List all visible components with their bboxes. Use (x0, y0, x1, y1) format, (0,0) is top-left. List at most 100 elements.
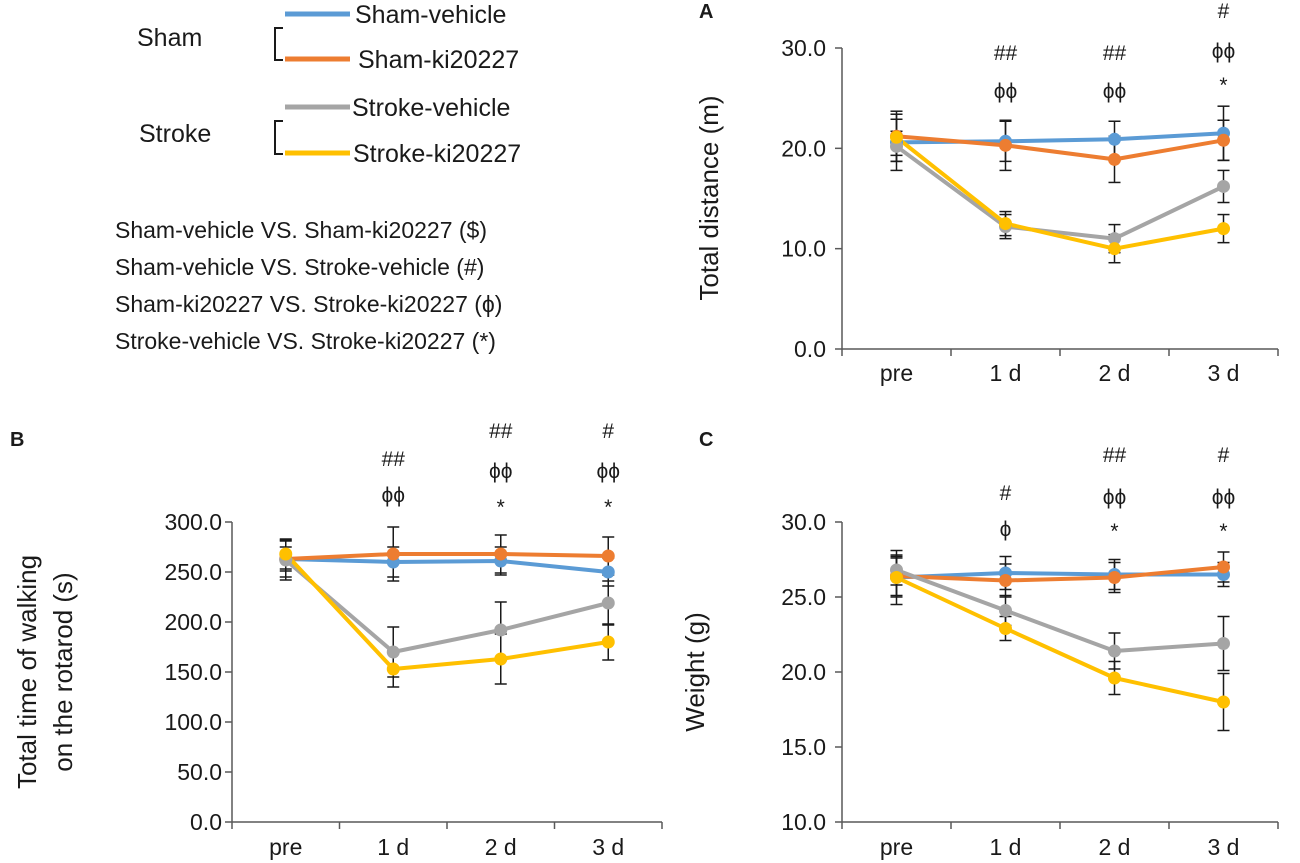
data-point-stroke-ki20227 (279, 547, 293, 561)
x-tick-label: 2 d (485, 834, 517, 860)
x-tick-label: 1 d (377, 834, 409, 860)
y-tick-label: 100.0 (164, 709, 222, 735)
data-point-sham-ki20227 (601, 549, 615, 563)
y-tick-label: 30.0 (781, 35, 826, 61)
data-point-sham-ki20227 (1108, 152, 1121, 166)
y-axis-title-c: Weight (g) (680, 612, 710, 731)
comparison-line-1: Sham-vehicle VS. Sham-ki20227 ($) (115, 217, 487, 243)
data-point-sham-ki20227 (999, 138, 1012, 152)
y-axis-title-b: Total time of walking on the rotarod (s) (12, 555, 78, 789)
legend-label-sham-vehicle: Sham-vehicle (355, 1, 506, 29)
series-line-stroke-ki20227 (895, 135, 1224, 251)
data-point-sham-ki20227 (999, 574, 1012, 587)
legend-bracket-stroke (274, 120, 283, 155)
series-line-sham-ki20227 (285, 552, 609, 561)
data-point-stroke-vehicle (601, 596, 615, 610)
series-line-sham-ki20227 (896, 134, 1224, 162)
y-tick-label: 10.0 (781, 236, 826, 262)
y-tick-label: 200.0 (164, 609, 222, 635)
significance-mark: * (1219, 520, 1227, 543)
significance-mark: ## (1103, 42, 1127, 65)
data-point-stroke-ki20227 (890, 571, 903, 584)
data-point-sham-ki20227 (386, 547, 400, 561)
significance-mark: ϕ (1000, 518, 1012, 541)
significance-mark: ϕϕ (994, 80, 1018, 103)
chart-panel-a: A 0.0 10.0 20.0 30.0 pre 1 d 2 d 3 d Total distan… (694, 0, 1279, 386)
significance-mark: # (602, 420, 614, 443)
y-axis-title-a: Total distance (m) (694, 95, 724, 300)
series-line-stroke-ki20227 (284, 552, 609, 671)
chart-panel-c: C 10.0 15.0 20.0 25.0 30.0 pre 1 d 2 d 3 d Weight … (680, 429, 1279, 860)
significance-mark: # (1218, 444, 1230, 467)
x-tick-label: 3 d (1208, 834, 1240, 860)
data-point-stroke-ki20227 (999, 217, 1012, 231)
comparison-line-3: Sham-ki20227 VS. Stroke-ki20227 (ϕ) (115, 291, 502, 317)
data-point-sham-ki20227 (1217, 133, 1230, 147)
significance-mark: ϕϕ (1212, 486, 1236, 509)
data-point-stroke-ki20227 (601, 635, 615, 649)
series-line-sham-vehicle (285, 557, 609, 574)
y-tick-label: 150.0 (164, 659, 222, 685)
data-point-stroke-ki20227 (890, 130, 903, 144)
data-point-stroke-vehicle (386, 645, 400, 659)
x-tick-label: 3 d (1208, 360, 1240, 386)
data-point-stroke-vehicle (1108, 644, 1121, 658)
data-point-stroke-vehicle (494, 623, 508, 637)
y-tick-label: 50.0 (177, 759, 222, 785)
x-tick-label: pre (269, 834, 302, 860)
x-tick-label: pre (880, 360, 913, 386)
chart-panel-b: B 0.0 50.0 100.0 150.0 200.0 250.0 300.0 pre 1 d 2… (10, 420, 663, 860)
significance-mark: ## (489, 420, 513, 443)
significance-mark: ϕϕ (1103, 80, 1127, 103)
data-point-stroke-ki20227 (1217, 222, 1230, 236)
series-line-stroke-vehicle (284, 558, 609, 654)
significance-mark: ϕϕ (1212, 40, 1236, 63)
significance-mark: ## (1103, 444, 1127, 467)
data-point-sham-vehicle (601, 565, 615, 579)
legend-label-stroke-ki20227: Stroke-ki20227 (353, 140, 521, 168)
legend-group-sham: Sham (137, 24, 202, 52)
legend-bracket-sham (274, 27, 283, 61)
x-tick-label: 2 d (1099, 360, 1131, 386)
data-point-stroke-vehicle (890, 139, 903, 153)
series-line-sham-ki20227 (896, 565, 1224, 583)
y-tick-label: 30.0 (781, 509, 826, 535)
y-tick-label: 20.0 (781, 659, 826, 685)
data-point-stroke-ki20227 (494, 652, 508, 666)
legend-group-stroke: Stroke (139, 120, 211, 148)
data-point-stroke-ki20227 (999, 622, 1012, 635)
significance-mark: ϕϕ (381, 484, 405, 507)
x-tick-label: 3 d (592, 834, 624, 860)
comparison-line-4: Stroke-vehicle VS. Stroke-ki20227 (*) (115, 328, 496, 354)
legend-label-stroke-vehicle: Stroke-vehicle (352, 94, 510, 122)
panel-label-b: B (10, 429, 24, 451)
significance-mark: * (1219, 74, 1227, 97)
series-line-stroke-vehicle (895, 144, 1225, 241)
data-point-stroke-vehicle (999, 604, 1012, 617)
comparison-line-2: Sham-vehicle VS. Stroke-vehicle (#) (115, 254, 484, 280)
significance-mark: # (1218, 0, 1230, 23)
x-tick-label: 1 d (990, 834, 1022, 860)
y-tick-label: 300.0 (164, 509, 222, 535)
x-tick-label: pre (880, 834, 913, 860)
data-point-sham-vehicle (1108, 132, 1121, 146)
data-point-stroke-ki20227 (1217, 695, 1230, 709)
data-point-stroke-vehicle (1217, 637, 1230, 650)
significance-mark: ## (994, 42, 1018, 65)
series-line-sham-vehicle (896, 571, 1224, 580)
data-point-stroke-ki20227 (1108, 671, 1121, 685)
y-tick-label: 10.0 (781, 809, 826, 835)
x-tick-label: 1 d (990, 360, 1022, 386)
y-tick-label: 25.0 (781, 584, 826, 610)
data-point-stroke-ki20227 (1108, 242, 1121, 256)
data-point-stroke-vehicle (1108, 232, 1121, 246)
significance-mark: ## (382, 448, 406, 471)
data-point-sham-ki20227 (494, 547, 508, 561)
y-tick-label: 20.0 (781, 135, 826, 161)
x-tick-label: 2 d (1099, 834, 1131, 860)
panel-label-a: A (699, 1, 713, 23)
y-tick-label: 250.0 (164, 559, 222, 585)
data-point-stroke-ki20227 (386, 662, 400, 676)
significance-mark: * (604, 496, 612, 519)
